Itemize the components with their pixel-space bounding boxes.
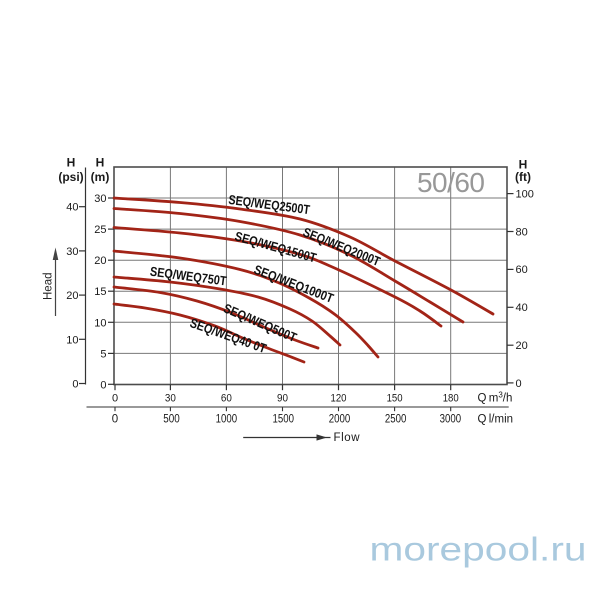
svg-text:Flow: Flow (334, 432, 361, 444)
svg-text:30: 30 (94, 193, 106, 205)
svg-text:5: 5 (100, 348, 106, 360)
svg-text:20: 20 (516, 340, 528, 352)
svg-text:0: 0 (516, 378, 522, 390)
svg-text:1000: 1000 (216, 414, 238, 426)
svg-text:15: 15 (94, 286, 106, 298)
svg-text:0: 0 (72, 379, 78, 391)
svg-text:3000: 3000 (440, 414, 462, 426)
svg-text:80: 80 (516, 226, 528, 238)
svg-text:1500: 1500 (273, 414, 295, 426)
svg-text:0: 0 (112, 414, 118, 426)
svg-text:Q m3/h: Q m3/h (478, 390, 513, 404)
svg-text:100: 100 (516, 188, 534, 200)
svg-text:60: 60 (516, 264, 528, 276)
svg-text:morepool.ru: morepool.ru (370, 531, 587, 568)
svg-text:500: 500 (163, 414, 180, 426)
svg-text:25: 25 (94, 224, 106, 236)
svg-text:0: 0 (100, 379, 106, 391)
svg-text:60: 60 (221, 393, 232, 405)
svg-text:40: 40 (66, 202, 78, 214)
svg-text:2000: 2000 (329, 414, 351, 426)
svg-text:20: 20 (66, 290, 78, 302)
svg-text:0: 0 (112, 393, 118, 405)
svg-text:30: 30 (66, 246, 78, 258)
svg-text:20: 20 (94, 255, 106, 267)
svg-text:H: H (96, 156, 105, 170)
svg-text:50/60: 50/60 (417, 167, 485, 198)
svg-text:30: 30 (165, 393, 176, 405)
svg-text:Head: Head (43, 273, 55, 301)
svg-text:10: 10 (66, 334, 78, 346)
svg-text:40: 40 (516, 302, 528, 314)
svg-text:(m): (m) (91, 170, 110, 184)
svg-text:H: H (67, 156, 76, 170)
svg-text:90: 90 (277, 393, 288, 405)
svg-text:H: H (519, 158, 528, 172)
svg-text:(psi): (psi) (58, 170, 83, 184)
svg-text:10: 10 (94, 317, 106, 329)
svg-text:120: 120 (331, 393, 347, 405)
svg-text:(ft): (ft) (515, 170, 531, 184)
svg-text:180: 180 (443, 393, 459, 405)
svg-text:150: 150 (387, 393, 403, 405)
svg-text:2500: 2500 (385, 414, 407, 426)
svg-text:Q l/min: Q l/min (478, 414, 514, 426)
